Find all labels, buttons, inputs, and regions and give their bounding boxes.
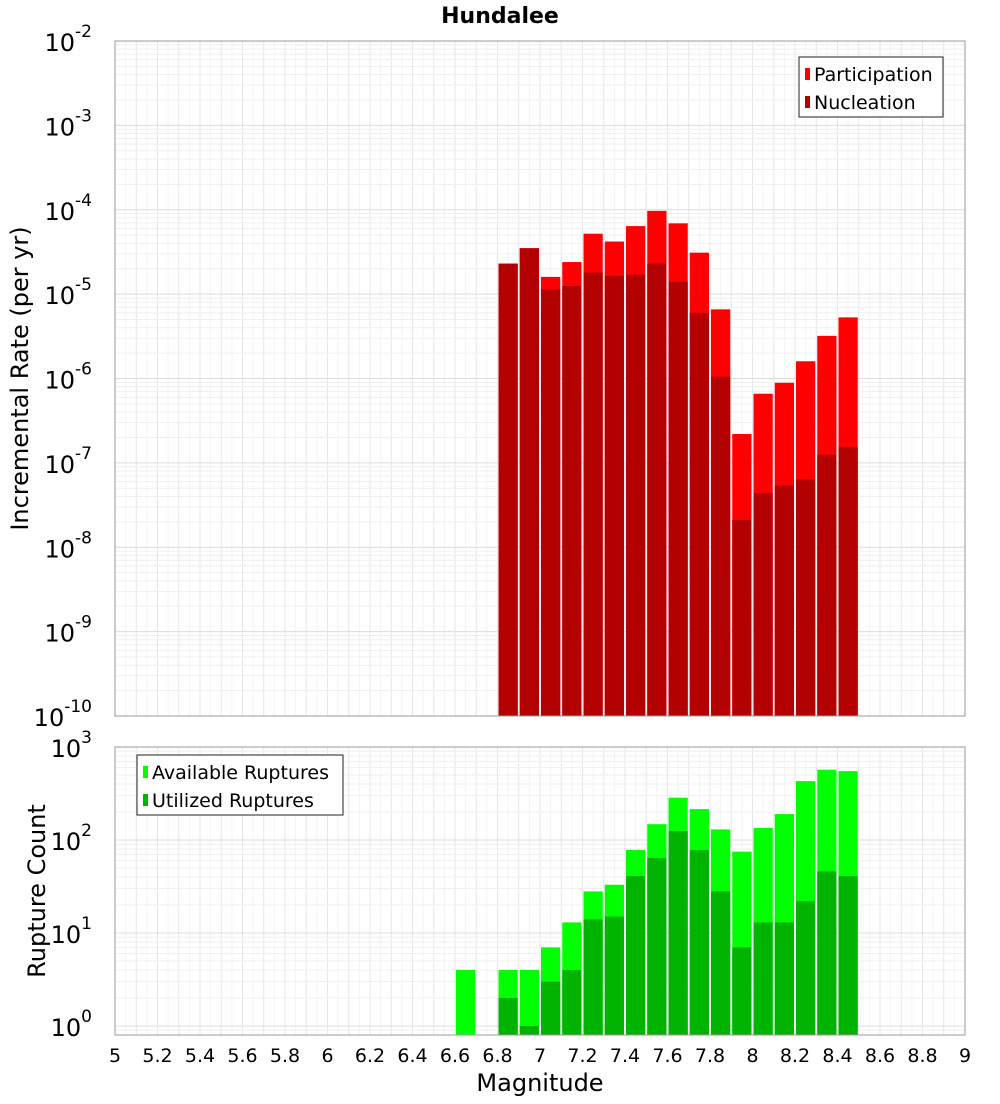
- bar-utilized-ruptures: [626, 876, 646, 1035]
- top-y-tick-label: 10-9: [45, 613, 93, 648]
- top-legend-entry: Nucleation: [814, 92, 916, 114]
- x-tick-label: 6.4: [397, 1045, 427, 1067]
- bar-nucleation: [838, 446, 858, 716]
- top-y-tick-label: 10-5: [45, 275, 93, 310]
- bar-nucleation: [817, 454, 837, 716]
- x-tick-label: 8.2: [780, 1045, 810, 1067]
- bottom-legend-entry: Utilized Ruptures: [152, 790, 314, 812]
- bottom-legend-box: [136, 754, 344, 816]
- bar-utilized-ruptures: [774, 922, 794, 1035]
- top-y-axis-label: Incremental Rate (per yr): [6, 226, 34, 530]
- bar-utilized-ruptures: [519, 1025, 539, 1035]
- x-tick-label: 8.6: [865, 1045, 895, 1067]
- bottom-y-tick-label: 101: [51, 914, 92, 949]
- bar-nucleation: [498, 263, 518, 716]
- x-tick-label: 8.4: [822, 1045, 852, 1067]
- x-tick-label: 6.6: [440, 1045, 470, 1067]
- chart-title: Hundalee: [441, 4, 559, 29]
- bottom-legend-swatch: [143, 766, 148, 778]
- x-tick-label: 7.2: [567, 1045, 597, 1067]
- bar-nucleation: [541, 289, 561, 716]
- top-y-tick-label: 10-8: [45, 528, 93, 563]
- bar-available-ruptures: [456, 969, 476, 1035]
- top-legend: Participation Nucleation: [798, 56, 944, 118]
- bar-nucleation: [753, 492, 773, 716]
- top-plot-frame: [114, 40, 966, 717]
- x-tick-label: 6.8: [482, 1045, 512, 1067]
- bar-nucleation: [626, 274, 646, 716]
- top-legend-entry: Participation: [814, 64, 933, 86]
- x-tick-label: 5.4: [185, 1045, 215, 1067]
- x-axis-label: Magnitude: [476, 1069, 603, 1097]
- bottom-legend-swatch: [143, 794, 148, 806]
- bar-utilized-ruptures: [753, 922, 773, 1035]
- x-tick-label: 7.8: [695, 1045, 725, 1067]
- bottom-y-tick-label: 102: [51, 821, 92, 856]
- bar-nucleation: [604, 275, 624, 716]
- bar-nucleation: [647, 263, 667, 716]
- top-y-tick-label: 10-10: [34, 697, 92, 732]
- top-bars: [498, 210, 858, 717]
- bar-nucleation: [519, 248, 539, 717]
- bottom-plot-frame: [114, 746, 966, 1036]
- bar-utilized-ruptures: [689, 850, 709, 1035]
- bottom-legend-entry: Available Ruptures: [152, 762, 329, 784]
- bottom-bars: [456, 769, 858, 1035]
- bar-nucleation: [774, 485, 794, 716]
- bar-nucleation: [583, 272, 603, 716]
- x-tick-label: 5: [109, 1045, 121, 1067]
- x-tick-label: 7: [534, 1045, 546, 1067]
- bar-nucleation: [732, 520, 752, 716]
- bar-nucleation: [796, 479, 816, 716]
- top-y-tick-label: 10-2: [45, 22, 93, 57]
- bar-nucleation: [689, 312, 709, 716]
- x-tick-label: 8.8: [907, 1045, 937, 1067]
- bar-utilized-ruptures: [711, 891, 731, 1035]
- bar-utilized-ruptures: [817, 871, 837, 1035]
- x-tick-label: 7.4: [610, 1045, 640, 1067]
- bar-nucleation: [668, 281, 688, 716]
- bar-utilized-ruptures: [583, 919, 603, 1035]
- x-tick-label: 5.8: [270, 1045, 300, 1067]
- x-tick-label: 6: [321, 1045, 333, 1067]
- bar-nucleation: [711, 376, 731, 716]
- top-plot-grid: [114, 40, 966, 717]
- x-tick-label: 9: [959, 1045, 971, 1067]
- top-legend-box: [798, 56, 944, 118]
- x-tick-label: 6.2: [355, 1045, 385, 1067]
- bottom-y-tick-label: 103: [51, 728, 92, 763]
- bottom-y-axis-label: Rupture Count: [23, 804, 51, 978]
- x-tick-label: 8: [746, 1045, 758, 1067]
- top-legend-swatch: [805, 68, 810, 80]
- bar-utilized-ruptures: [732, 947, 752, 1035]
- top-y-tick-label: 10-3: [45, 106, 93, 141]
- bar-nucleation: [562, 285, 582, 716]
- x-tick-label: 5.6: [227, 1045, 257, 1067]
- x-tick-label: 5.2: [142, 1045, 172, 1067]
- bar-utilized-ruptures: [796, 901, 816, 1035]
- x-tick-label: 7.6: [652, 1045, 682, 1067]
- bar-available-ruptures: [519, 969, 539, 1035]
- bar-utilized-ruptures: [838, 876, 858, 1035]
- bar-utilized-ruptures: [647, 858, 667, 1035]
- bar-utilized-ruptures: [498, 997, 518, 1035]
- top-y-tick-label: 10-6: [45, 360, 93, 395]
- bar-utilized-ruptures: [562, 969, 582, 1035]
- bar-utilized-ruptures: [541, 981, 561, 1035]
- top-y-tick-label: 10-4: [45, 191, 93, 226]
- bar-utilized-ruptures: [604, 916, 624, 1035]
- bar-utilized-ruptures: [668, 830, 688, 1035]
- bottom-legend: Available Ruptures Utilized Ruptures: [136, 754, 344, 816]
- bottom-y-tick-label: 100: [51, 1007, 92, 1042]
- top-y-tick-label: 10-7: [45, 444, 93, 479]
- top-legend-swatch: [805, 96, 810, 108]
